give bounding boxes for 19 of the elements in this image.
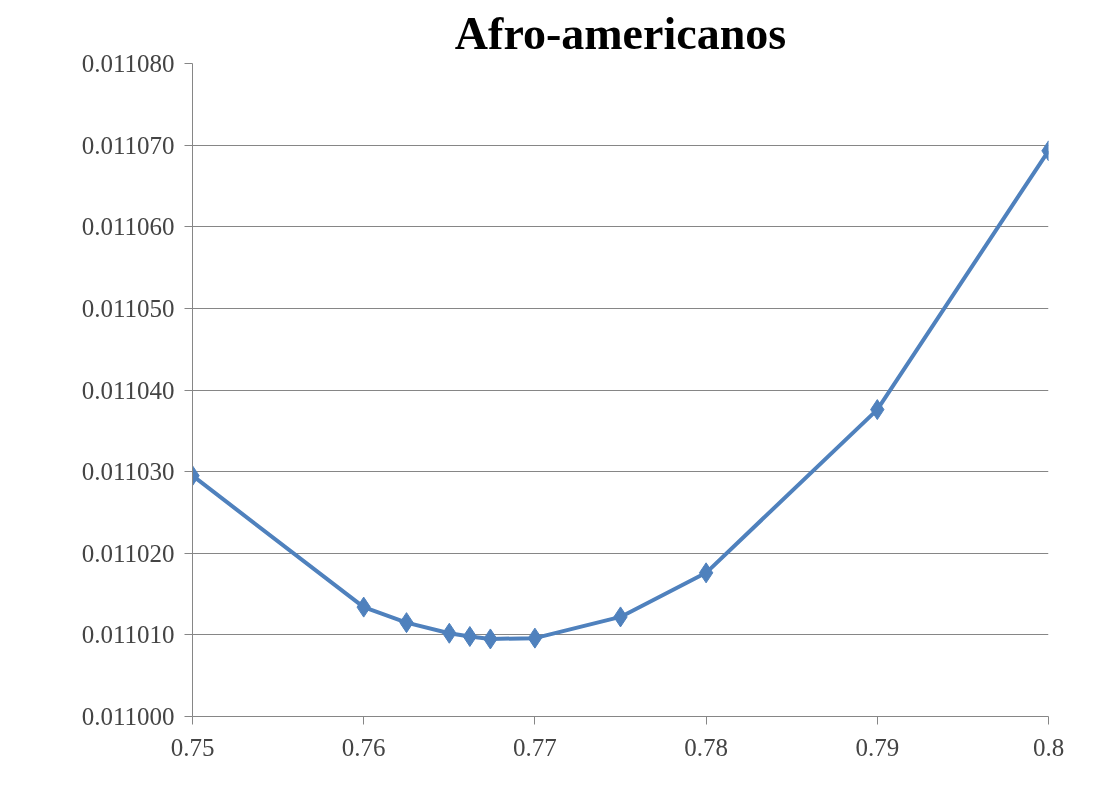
y-tick-label: 0.011060 [81,213,175,241]
x-tick-label: 0.8 [1032,733,1065,761]
point [698,562,714,584]
y-tick-label: 0.011080 [81,50,175,77]
point [527,627,543,649]
x-tick-label: 0.76 [341,733,386,761]
y-tick-label: 0.011040 [81,376,175,404]
y-tick-label: 0.011030 [81,458,175,486]
x-tick-label: 0.77 [513,733,557,761]
y-tick-label: 0.011010 [81,621,175,649]
x-tick-label: 0.78 [684,733,728,761]
y-tick-label: 0.011050 [81,294,175,322]
y-tick-label: 0.011070 [81,131,175,159]
x-tick-label: 0.75 [170,733,215,761]
y-tick-label: 0.011000 [81,703,175,730]
y-tick-label: 0.011020 [81,539,175,567]
chart-title: Afro-americanos [454,7,787,59]
x-tick-label: 0.79 [855,733,900,761]
point [462,626,478,648]
